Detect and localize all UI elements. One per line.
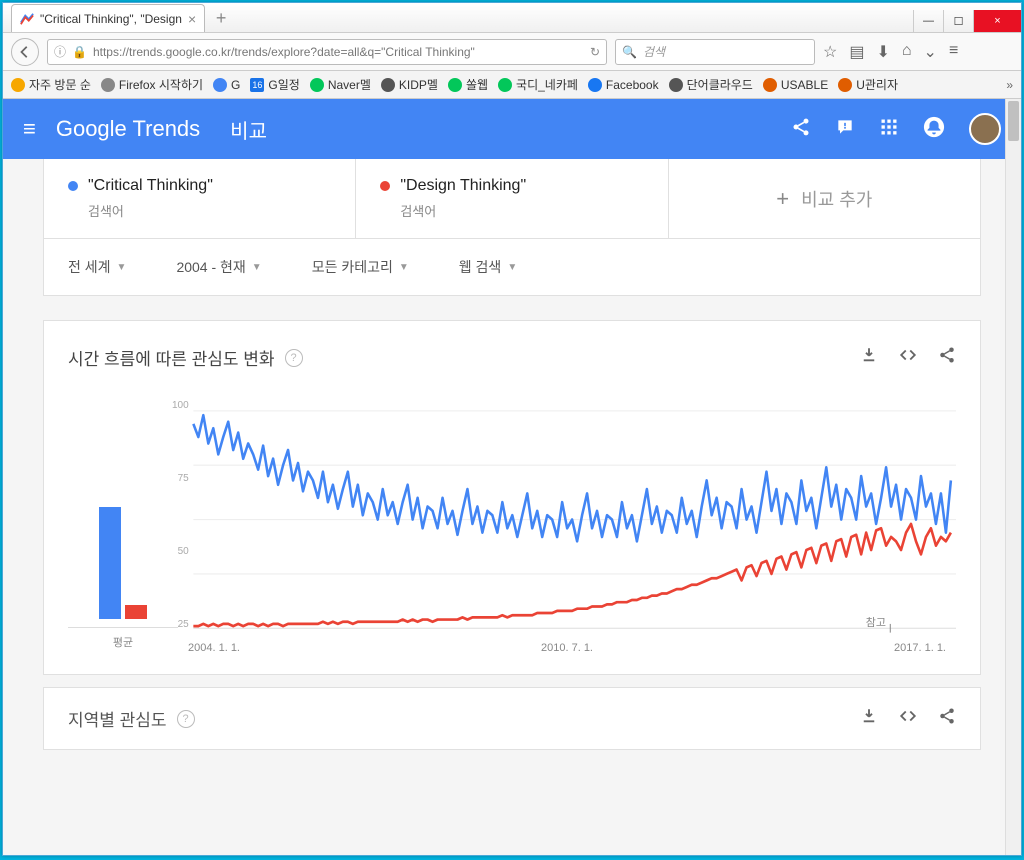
titlebar: "Critical Thinking", "Design × + — ☐ × (3, 3, 1021, 33)
url-text: https://trends.google.co.kr/trends/explo… (93, 45, 584, 59)
bookmark-item[interactable]: Naver멜 (310, 76, 371, 93)
share-chart-icon[interactable] (938, 346, 956, 369)
help-icon-2[interactable]: ? (177, 710, 195, 728)
filters-bar: 전 세계▼ 2004 - 현재▼ 모든 카테고리▼ 웹 검색▼ (43, 239, 981, 296)
back-button[interactable] (11, 38, 39, 66)
bookmark-item[interactable]: 단어클라우드 (669, 76, 753, 93)
tab-close-icon[interactable]: × (188, 11, 196, 27)
region-interest-card: 지역별 관심도 ? (43, 687, 981, 750)
help-icon[interactable]: ? (285, 349, 303, 367)
close-window-button[interactable]: × (973, 10, 1021, 32)
reload-icon[interactable]: ↻ (590, 45, 600, 59)
arrow-left-icon (18, 45, 32, 59)
search-term[interactable]: "Critical Thinking"검색어 (44, 159, 356, 238)
search-terms-card: "Critical Thinking"검색어"Design Thinking"검… (43, 159, 981, 239)
chart-title: 시간 흐름에 따른 관심도 변화 (68, 345, 275, 370)
chart-svg (178, 400, 956, 650)
info-icon: ⓘ (54, 43, 66, 60)
download-csv-icon[interactable] (860, 346, 878, 369)
embed-icon[interactable] (898, 346, 918, 369)
interest-over-time-card: 시간 흐름에 따른 관심도 변화 ? 평균 (43, 320, 981, 675)
hamburger-icon[interactable]: ≡ (23, 116, 36, 142)
browser-window: "Critical Thinking", "Design × + — ☐ × ⓘ… (2, 2, 1022, 856)
url-bar[interactable]: ⓘ 🔒 https://trends.google.co.kr/trends/e… (47, 39, 607, 65)
page-content: ≡ Google Trends 비교 (3, 99, 1021, 855)
bookmark-item[interactable]: Firefox 시작하기 (101, 76, 203, 93)
bookmark-item[interactable]: 16G일정 (250, 76, 299, 93)
scrollbar[interactable] (1005, 99, 1021, 855)
filter-dropdown[interactable]: 2004 - 현재▼ (176, 257, 261, 277)
chart-body: 평균 100755025 2004. 1. 1.2010. 7. 1.2017.… (68, 400, 956, 650)
header-actions (791, 113, 1001, 145)
bookmark-item[interactable]: USABLE (763, 78, 828, 92)
notifications-icon[interactable] (923, 116, 945, 143)
apps-icon[interactable] (879, 117, 899, 142)
download-icon-2[interactable] (860, 707, 878, 730)
avg-label: 평균 (68, 627, 178, 650)
embed-icon-2[interactable] (898, 707, 918, 730)
avg-bars: 평균 (68, 400, 178, 650)
tab-title: "Critical Thinking", "Design (40, 12, 182, 26)
bookmark-icon[interactable]: ☆ (823, 42, 837, 62)
line-chart: 100755025 2004. 1. 1.2010. 7. 1.2017. 1.… (178, 400, 956, 650)
filter-dropdown[interactable]: 전 세계▼ (68, 257, 126, 277)
card2-actions (860, 707, 956, 730)
x-axis-labels: 2004. 1. 1.2010. 7. 1.2017. 1. 1. (178, 642, 956, 654)
card2-title: 지역별 관심도 (68, 706, 167, 731)
search-term[interactable]: "Design Thinking"검색어 (356, 159, 668, 238)
home-icon[interactable]: ⌂ (902, 42, 912, 62)
trends-header: ≡ Google Trends 비교 (3, 99, 1021, 159)
new-tab-button[interactable]: + (209, 8, 233, 28)
share-icon[interactable] (791, 117, 811, 142)
share-icon-2[interactable] (938, 707, 956, 730)
bookmark-item[interactable]: U관리자 (838, 76, 898, 93)
search-icon: 🔍 (622, 45, 637, 59)
chart-note: 참고 (866, 614, 886, 630)
user-avatar[interactable] (969, 113, 1001, 145)
scrollbar-thumb[interactable] (1008, 101, 1019, 141)
chart-actions (860, 346, 956, 369)
bookmark-item[interactable]: 쏠웹 (448, 76, 488, 93)
menu-icon[interactable]: ≡ (949, 42, 958, 62)
add-comparison-button[interactable]: +비교 추가 (669, 159, 980, 238)
navbar: ⓘ 🔒 https://trends.google.co.kr/trends/e… (3, 33, 1021, 71)
y-axis-labels: 100755025 (172, 400, 189, 630)
feedback-icon[interactable] (835, 117, 855, 142)
trends-favicon (20, 12, 34, 26)
download-icon[interactable]: ⬇ (876, 42, 889, 62)
avg-bar (125, 605, 147, 619)
bookmark-item[interactable]: 국디_네카페 (498, 76, 578, 93)
window-controls: — ☐ × (913, 10, 1021, 32)
bookmark-item[interactable]: Facebook (588, 78, 659, 92)
bookmarks-overflow-icon[interactable]: » (1006, 78, 1013, 92)
reader-icon[interactable]: ▤ (849, 42, 864, 62)
browser-tab[interactable]: "Critical Thinking", "Design × (11, 4, 205, 32)
filter-dropdown[interactable]: 모든 카테고리▼ (312, 257, 409, 277)
filter-dropdown[interactable]: 웹 검색▼ (459, 257, 517, 277)
maximize-button[interactable]: ☐ (943, 10, 973, 32)
nav-icons: ☆ ▤ ⬇ ⌂ ⌄ ≡ (823, 42, 958, 62)
page-title: 비교 (230, 115, 267, 144)
chart-header: 시간 흐름에 따른 관심도 변화 ? (68, 345, 956, 370)
search-placeholder: 검색 (643, 43, 665, 60)
google-trends-logo[interactable]: Google Trends (56, 116, 200, 142)
avg-bar (99, 507, 121, 619)
bookmark-item[interactable]: 자주 방문 순 (11, 76, 91, 93)
minimize-button[interactable]: — (913, 10, 943, 32)
pocket-icon[interactable]: ⌄ (924, 42, 937, 62)
lock-icon: 🔒 (72, 45, 87, 59)
search-bar[interactable]: 🔍 검색 (615, 39, 815, 65)
bookmarks-bar: 자주 방문 순 Firefox 시작하기 G 16G일정 Naver멜 KIDP멜 쏠웹 국디… (3, 71, 1021, 99)
bookmark-item[interactable]: G (213, 78, 240, 92)
bookmark-item[interactable]: KIDP멜 (381, 76, 438, 93)
